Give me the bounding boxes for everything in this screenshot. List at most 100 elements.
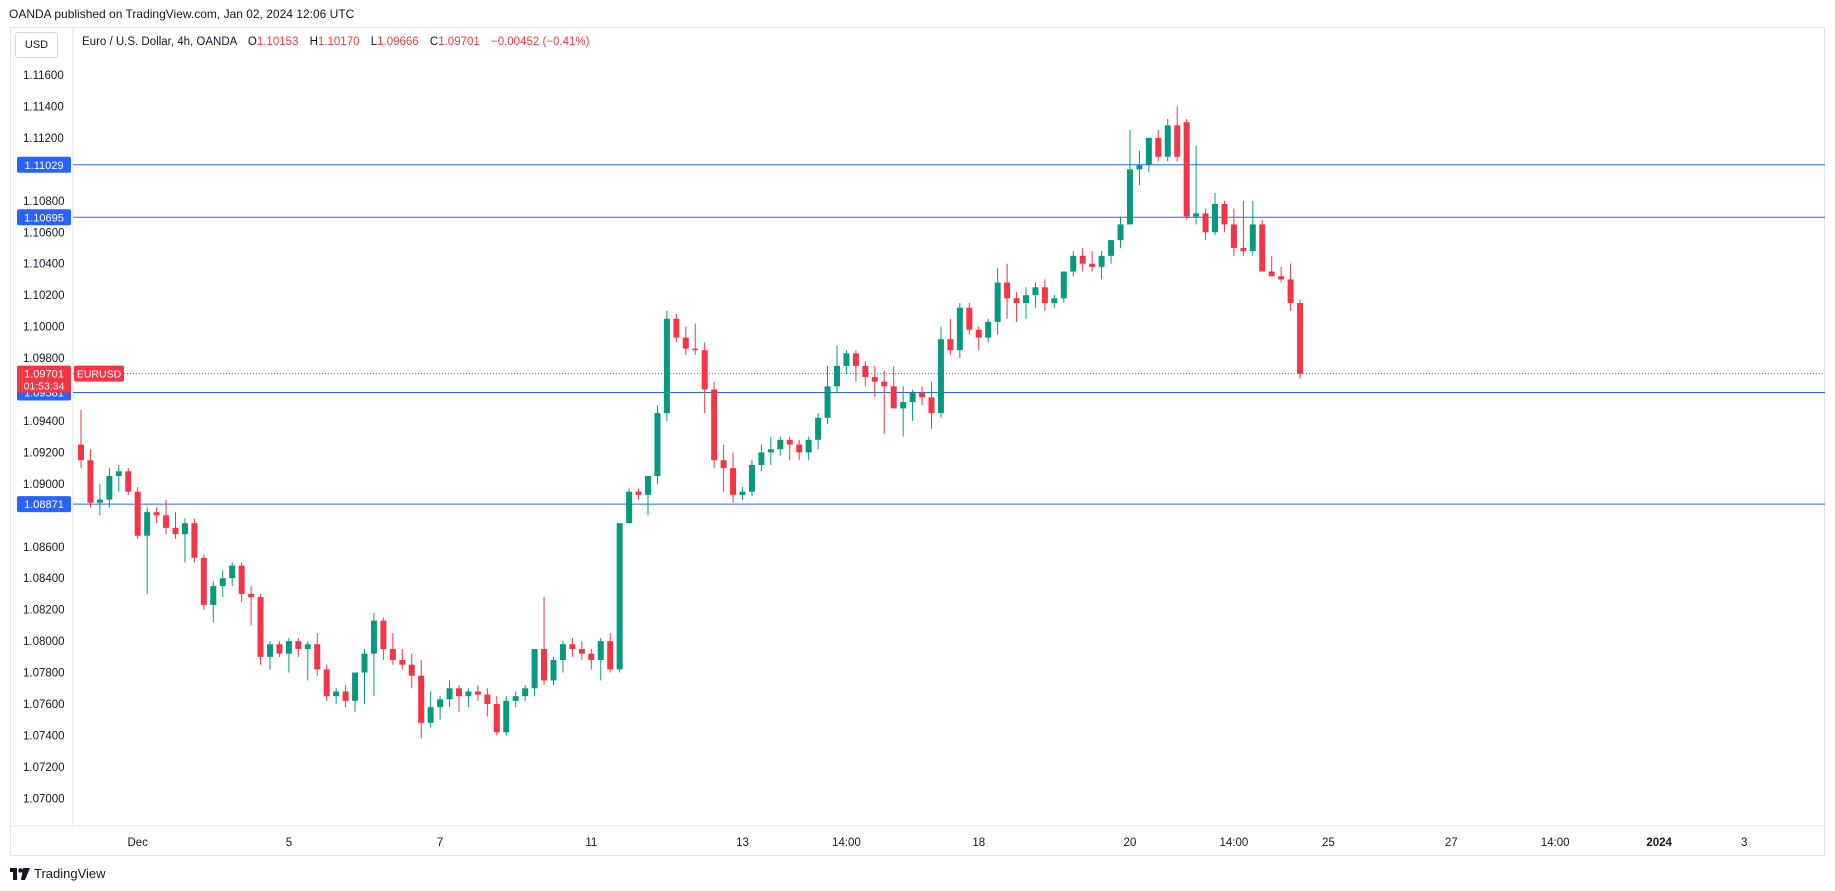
x-tick-label: 14:00 — [1541, 837, 1570, 849]
candle-body — [654, 413, 661, 476]
candle-body — [78, 444, 84, 461]
candle-body — [1089, 263, 1096, 267]
candle-body — [1108, 240, 1115, 256]
y-tick-label: 1.07000 — [23, 793, 65, 805]
candle-body — [1041, 287, 1048, 304]
candle-body — [720, 460, 727, 469]
candle-body — [314, 644, 321, 670]
y-tick-label: 1.07600 — [23, 699, 65, 711]
candle-body — [645, 475, 651, 495]
ticker-label: EURUSD — [77, 369, 122, 381]
legend-close-label: C — [429, 36, 439, 48]
candle-body — [1098, 255, 1105, 267]
candle-body — [692, 348, 699, 351]
candle-body — [418, 675, 425, 723]
y-tick-label: 1.10200 — [23, 290, 65, 302]
candle-body — [739, 491, 746, 495]
candle-body — [834, 365, 840, 387]
candle-body — [881, 381, 888, 387]
candle-body — [531, 648, 538, 689]
candle-body — [626, 491, 633, 524]
candle-body — [1126, 169, 1133, 225]
candle-body — [711, 389, 718, 461]
candle-body — [267, 644, 273, 657]
y-tick-label: 1.08200 — [23, 605, 65, 617]
footer-brand: TradingView — [34, 866, 106, 881]
candle-body — [474, 691, 481, 695]
candle-body — [985, 321, 992, 338]
footer-logo[interactable]: TradingView — [10, 866, 106, 881]
candle-body — [295, 641, 302, 649]
candle-body — [437, 699, 444, 708]
y-tick-label: 1.10800 — [23, 196, 65, 208]
candle-body — [115, 471, 122, 476]
candle-body — [550, 659, 557, 681]
candle-body — [1230, 224, 1237, 248]
candle-body — [956, 307, 963, 351]
last-price-label: 1.09701 — [24, 369, 64, 381]
candle-body — [257, 597, 264, 657]
candle-body — [125, 471, 132, 492]
ticker-tag — [74, 365, 124, 382]
candle-body — [1297, 303, 1304, 374]
candle-body — [380, 620, 387, 649]
candle-body — [919, 392, 926, 398]
chart-frame — [10, 27, 1825, 856]
legend-low: 1.09666 — [377, 36, 419, 48]
candle-body — [1155, 137, 1162, 157]
candle-body — [1287, 279, 1294, 304]
candle-body — [796, 444, 803, 453]
candle-body — [1202, 213, 1209, 233]
candle-body — [1051, 298, 1058, 304]
candle-body — [616, 523, 623, 670]
candle-body — [1079, 255, 1086, 264]
last-price-tag — [17, 365, 71, 393]
candle-body — [493, 704, 500, 733]
candle-body — [399, 659, 406, 665]
candle-body — [134, 491, 141, 536]
candle-body — [248, 593, 255, 598]
x-tick-label: 3 — [1741, 837, 1747, 849]
candle-body — [512, 696, 519, 701]
candle-body — [219, 578, 226, 587]
level-tag — [17, 209, 71, 226]
legend-close: 1.09701 — [438, 36, 480, 48]
level-label: 1.08871 — [24, 499, 64, 511]
candle-body — [701, 350, 708, 390]
candle-body — [541, 648, 548, 681]
candle-body — [673, 318, 680, 338]
candle-body — [682, 337, 689, 349]
candle-body — [352, 672, 359, 701]
currency-button[interactable]: USD — [15, 32, 58, 58]
candle-body — [276, 644, 283, 654]
candle-body — [597, 641, 604, 660]
candle-body — [1212, 203, 1218, 233]
tradingview-logo-icon — [10, 867, 30, 880]
level-tag — [17, 156, 71, 173]
candle-body — [862, 365, 869, 377]
candle-body — [730, 468, 737, 495]
candle-body — [1221, 203, 1228, 225]
candle-body — [994, 282, 1001, 322]
candle-body — [1278, 276, 1285, 280]
candle-body — [1249, 224, 1256, 252]
candle-body — [569, 644, 576, 649]
candle-body — [1145, 137, 1152, 165]
candle-body — [559, 644, 566, 660]
candle-body — [1013, 298, 1020, 304]
y-tick-label: 1.11400 — [23, 101, 64, 113]
candle-body — [748, 464, 755, 492]
candle-body — [900, 402, 907, 409]
level-tag — [17, 496, 71, 513]
candle-body — [87, 460, 94, 503]
x-tick-label: 14:00 — [1220, 837, 1249, 849]
candle-body — [229, 565, 236, 579]
candle-body — [975, 329, 982, 338]
candle-body — [408, 664, 415, 676]
legend-change: −0.00452 (−0.41%) — [490, 36, 590, 48]
candle-body — [456, 688, 462, 697]
x-tick-label: Dec — [127, 837, 148, 849]
candle-body — [522, 688, 529, 697]
candle-body — [635, 491, 642, 495]
